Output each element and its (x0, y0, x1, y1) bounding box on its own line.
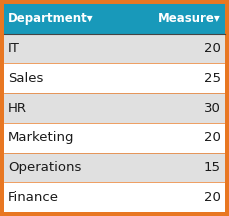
Text: Measure▾: Measure▾ (158, 12, 221, 25)
Text: Department▾: Department▾ (8, 12, 94, 25)
FancyBboxPatch shape (4, 34, 225, 64)
Text: Finance: Finance (8, 191, 59, 204)
FancyBboxPatch shape (4, 152, 225, 182)
FancyBboxPatch shape (4, 64, 225, 93)
Text: Operations: Operations (8, 161, 81, 174)
Text: HR: HR (8, 102, 27, 114)
Text: 15: 15 (204, 161, 221, 174)
Text: Sales: Sales (8, 72, 43, 85)
Text: 20: 20 (204, 131, 221, 144)
Text: 20: 20 (204, 191, 221, 204)
Text: 30: 30 (204, 102, 221, 114)
FancyBboxPatch shape (4, 4, 225, 34)
FancyBboxPatch shape (4, 182, 225, 212)
Text: IT: IT (8, 42, 20, 55)
Text: 20: 20 (204, 42, 221, 55)
FancyBboxPatch shape (4, 93, 225, 123)
Text: Marketing: Marketing (8, 131, 74, 144)
Text: 25: 25 (204, 72, 221, 85)
FancyBboxPatch shape (4, 123, 225, 152)
